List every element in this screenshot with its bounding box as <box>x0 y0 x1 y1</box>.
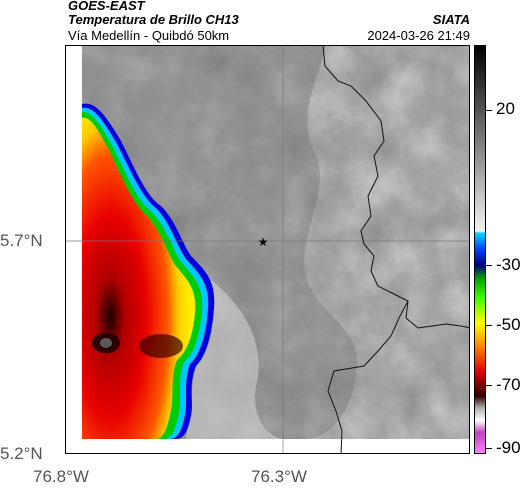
department-border <box>322 46 469 329</box>
storm-cold-core <box>82 117 196 440</box>
storm-overshoot <box>100 338 112 348</box>
colorbar-tick-m90: -90 <box>496 438 521 457</box>
title-product: Temperatura de Brillo CH13 <box>68 12 239 27</box>
y-tick-5-2: 5.2°N <box>0 444 43 463</box>
colorbar-mark-m90 <box>486 448 492 449</box>
colorbar-tick-m30: -30 <box>496 255 521 274</box>
title-satellite: GOES-EAST <box>68 0 145 13</box>
colorbar-tick-20: 20 <box>496 99 515 118</box>
colorbar-mark-m70 <box>486 385 492 386</box>
star-icon: ★ <box>258 235 269 249</box>
map-panel: ★ <box>65 45 470 454</box>
municipal-border <box>327 300 409 453</box>
colorbar <box>474 45 486 454</box>
no-data-strip <box>82 439 469 453</box>
storm-dark-region <box>139 334 183 358</box>
x-tick-76-3: 76.3°W <box>251 467 307 486</box>
colorbar-tick-m50: -50 <box>496 315 521 334</box>
colorbar-mark-m50 <box>486 325 492 326</box>
colorbar-svg <box>475 46 485 453</box>
colorbar-tick-m70: -70 <box>496 375 521 394</box>
subtitle-route: Vía Medellín - Quibdó 50km <box>68 28 230 43</box>
colorbar-gradient <box>475 46 485 453</box>
timestamp: 2024-03-26 21:49 <box>367 28 470 43</box>
colorbar-mark-20 <box>486 110 492 111</box>
colorbar-mark-m30 <box>486 265 492 266</box>
x-tick-76-8: 76.8°W <box>33 467 89 486</box>
map-svg: ★ <box>66 46 469 453</box>
title-agency: SIATA <box>432 12 470 27</box>
no-data-left <box>66 46 82 453</box>
y-tick-5-7: 5.7°N <box>0 231 43 250</box>
